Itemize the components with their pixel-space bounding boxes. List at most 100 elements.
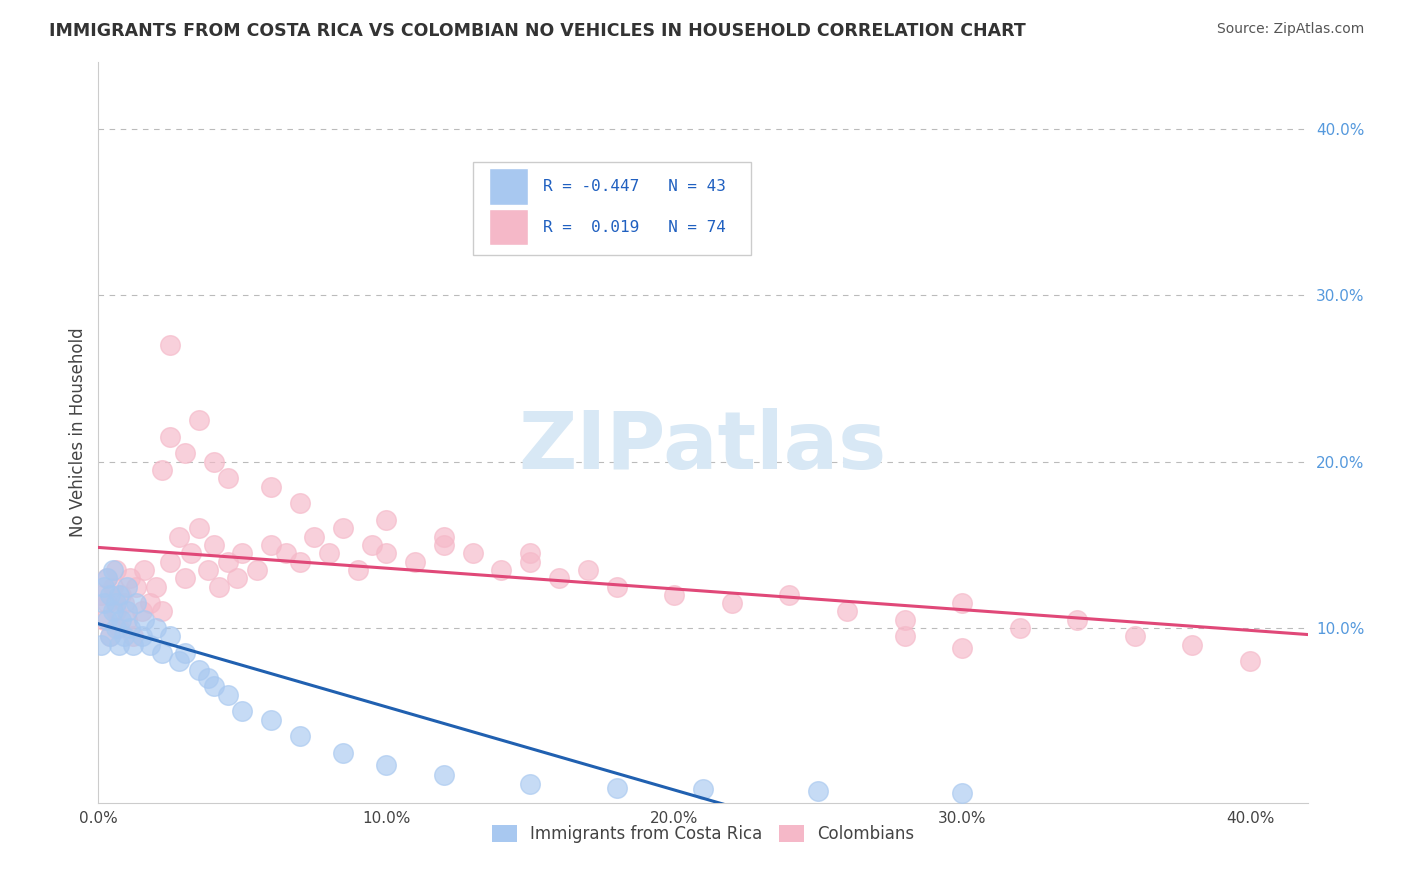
- Point: [90, 638, 112, 652]
- Point: [461, 546, 484, 560]
- Point: [107, 621, 129, 635]
- Point: [180, 546, 202, 560]
- Point: [197, 563, 219, 577]
- Point: [288, 496, 311, 510]
- Point: [807, 784, 830, 798]
- Point: [404, 555, 426, 569]
- FancyBboxPatch shape: [489, 209, 527, 245]
- Point: [122, 638, 145, 652]
- Point: [110, 613, 132, 627]
- Point: [104, 605, 127, 619]
- Point: [304, 530, 326, 544]
- Point: [125, 580, 148, 594]
- Point: [692, 782, 714, 797]
- Point: [332, 521, 354, 535]
- Point: [548, 571, 571, 585]
- Text: IMMIGRANTS FROM COSTA RICA VS COLOMBIAN NO VEHICLES IN HOUSEHOLD CORRELATION CHA: IMMIGRANTS FROM COSTA RICA VS COLOMBIAN …: [49, 22, 1026, 40]
- FancyBboxPatch shape: [489, 169, 527, 204]
- Point: [375, 546, 398, 560]
- Point: [139, 638, 162, 652]
- Point: [332, 746, 354, 760]
- Point: [375, 513, 398, 527]
- Point: [173, 646, 195, 660]
- Point: [361, 538, 384, 552]
- Point: [188, 521, 211, 535]
- Point: [173, 571, 195, 585]
- Text: R = -0.447   N = 43: R = -0.447 N = 43: [543, 179, 727, 194]
- Point: [104, 596, 127, 610]
- Point: [950, 596, 973, 610]
- Point: [1181, 638, 1204, 652]
- Point: [260, 713, 283, 727]
- Point: [107, 638, 129, 652]
- Point: [131, 605, 153, 619]
- Point: [288, 555, 311, 569]
- Point: [115, 613, 138, 627]
- Point: [375, 757, 398, 772]
- Point: [433, 530, 456, 544]
- Point: [246, 563, 269, 577]
- Point: [115, 580, 138, 594]
- Point: [835, 605, 858, 619]
- Point: [217, 555, 239, 569]
- Point: [145, 580, 167, 594]
- Point: [104, 563, 127, 577]
- Point: [104, 621, 127, 635]
- Point: [188, 413, 211, 427]
- Point: [893, 629, 915, 643]
- Point: [159, 430, 181, 444]
- Point: [202, 455, 225, 469]
- Point: [288, 729, 311, 743]
- Point: [93, 613, 115, 627]
- Point: [150, 463, 173, 477]
- Point: [120, 571, 142, 585]
- Text: ZIPatlas: ZIPatlas: [519, 409, 887, 486]
- Point: [197, 671, 219, 685]
- Point: [231, 704, 253, 718]
- Point: [115, 605, 138, 619]
- Point: [778, 588, 800, 602]
- Point: [93, 596, 115, 610]
- Point: [112, 629, 135, 643]
- Point: [101, 563, 124, 577]
- Point: [101, 580, 124, 594]
- Point: [491, 563, 513, 577]
- Point: [120, 621, 142, 635]
- Point: [96, 571, 118, 585]
- Point: [202, 679, 225, 693]
- Point: [96, 613, 118, 627]
- Point: [202, 538, 225, 552]
- Point: [96, 596, 118, 610]
- Point: [1066, 613, 1088, 627]
- Point: [664, 588, 686, 602]
- FancyBboxPatch shape: [474, 162, 751, 255]
- Point: [318, 546, 340, 560]
- Point: [225, 571, 247, 585]
- Point: [98, 629, 121, 643]
- Point: [134, 613, 156, 627]
- Point: [606, 580, 628, 594]
- Point: [125, 596, 148, 610]
- Point: [90, 588, 112, 602]
- Legend: Immigrants from Costa Rica, Colombians: Immigrants from Costa Rica, Colombians: [485, 819, 921, 850]
- Point: [208, 580, 231, 594]
- Point: [1008, 621, 1031, 635]
- Point: [274, 546, 297, 560]
- Point: [96, 571, 118, 585]
- Point: [173, 446, 195, 460]
- Point: [167, 654, 190, 668]
- Point: [107, 588, 129, 602]
- Point: [188, 663, 211, 677]
- Point: [159, 629, 181, 643]
- Point: [145, 621, 167, 635]
- Point: [231, 546, 253, 560]
- Point: [519, 777, 541, 791]
- Text: R =  0.019   N = 74: R = 0.019 N = 74: [543, 219, 727, 235]
- Point: [519, 555, 541, 569]
- Point: [150, 646, 173, 660]
- Point: [260, 538, 283, 552]
- Point: [950, 641, 973, 656]
- Point: [217, 688, 239, 702]
- Point: [576, 563, 599, 577]
- Point: [1123, 629, 1146, 643]
